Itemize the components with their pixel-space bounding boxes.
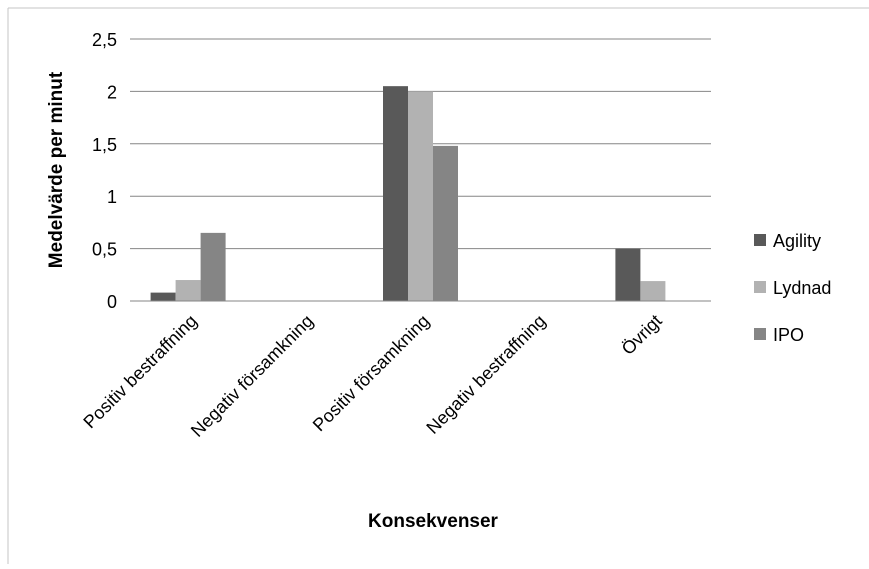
legend-label: Lydnad — [773, 278, 831, 298]
bar-ipo — [433, 145, 458, 301]
y-tick-label: 0 — [107, 292, 117, 312]
bar-lydnad — [408, 91, 433, 302]
legend-label: IPO — [773, 325, 804, 345]
bar-lydnad — [640, 281, 666, 301]
bar-agility — [150, 292, 176, 301]
y-tick-labels: 0 0,5 1 1,5 2 2,5 — [92, 30, 117, 312]
legend-swatch — [754, 234, 766, 246]
legend-label: Agility — [773, 231, 821, 251]
bars — [150, 86, 666, 302]
y-tick-label: 2 — [107, 82, 117, 102]
bar-lydnad — [175, 280, 201, 301]
bar-ipo — [200, 232, 226, 301]
bar-agility — [383, 86, 408, 301]
bar-agility — [615, 248, 641, 301]
y-axis-title: Medelvärde per minut — [46, 71, 67, 268]
legend-swatch — [754, 328, 766, 340]
y-tick-label: 1 — [107, 187, 117, 207]
y-tick-label: 0,5 — [92, 240, 117, 260]
y-tick-label: 1,5 — [92, 135, 117, 155]
legend: Agility Lydnad IPO — [754, 231, 831, 345]
x-axis-title: Konsekvenser — [368, 511, 499, 532]
legend-swatch — [754, 281, 766, 293]
y-tick-label: 2,5 — [92, 30, 117, 50]
